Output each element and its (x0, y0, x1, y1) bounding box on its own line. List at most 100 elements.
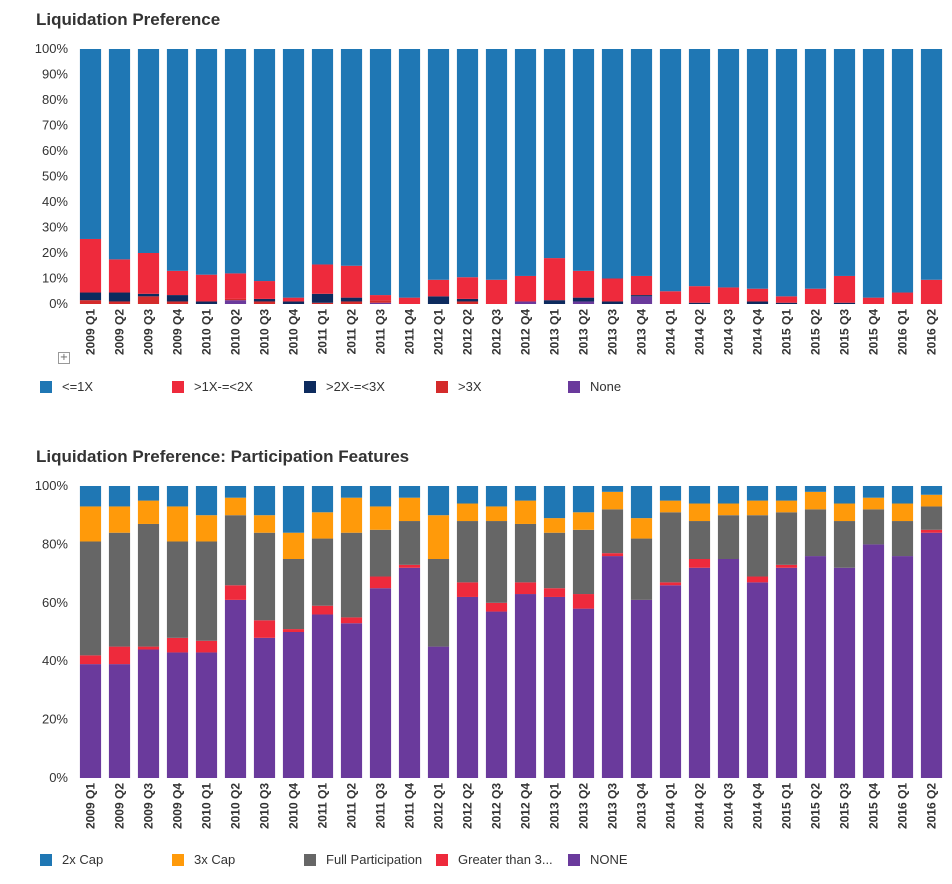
bar-segment-1x-2x[interactable] (862, 297, 885, 304)
bar-segment-1x-2x[interactable] (601, 278, 624, 302)
bar-segment-full-participation[interactable] (862, 509, 885, 545)
bar-segment-1x[interactable] (253, 49, 276, 282)
bar-segment-none[interactable] (804, 556, 827, 778)
bar-segment-full-participation[interactable] (920, 506, 943, 530)
bar-segment-full-participation[interactable] (108, 532, 131, 647)
bar-segment-1x-2x[interactable] (253, 281, 276, 299)
bar-segment-3x-cap[interactable] (775, 500, 798, 513)
bar-segment-3x-cap[interactable] (311, 512, 334, 539)
bar-segment-3x[interactable] (456, 301, 479, 304)
bar-segment-2x-cap[interactable] (688, 486, 711, 504)
bar-segment-full-participation[interactable] (601, 509, 624, 554)
bar-segment-1x-2x[interactable] (572, 270, 595, 298)
bar-segment-none[interactable] (630, 296, 653, 304)
bar-segment-1x[interactable] (543, 49, 566, 259)
bar-segment-1x[interactable] (891, 49, 914, 293)
bar-segment-2x-3x[interactable] (630, 295, 653, 297)
bar-segment-2x-cap[interactable] (804, 486, 827, 492)
bar-segment-full-participation[interactable] (717, 515, 740, 559)
bar-segment-greater-than-3[interactable] (456, 582, 479, 597)
bar-segment-2x-3x[interactable] (79, 292, 102, 301)
bar-segment-greater-than-3[interactable] (572, 594, 595, 609)
bar-segment-2x-cap[interactable] (79, 486, 102, 507)
bar-segment-none[interactable] (688, 567, 711, 778)
bar-segment-full-participation[interactable] (340, 532, 363, 618)
bar-segment-none[interactable] (282, 632, 305, 778)
bar-segment-greater-than-3[interactable] (282, 629, 305, 632)
bar-segment-greater-than-3[interactable] (166, 637, 189, 653)
bar-segment-1x[interactable] (862, 49, 885, 298)
bar-segment-3x-cap[interactable] (137, 500, 160, 524)
bar-segment-full-participation[interactable] (775, 512, 798, 565)
bar-segment-full-participation[interactable] (630, 538, 653, 600)
bar-segment-1x[interactable] (282, 49, 305, 298)
bar-segment-1x-2x[interactable] (282, 297, 305, 302)
bar-segment-2x-cap[interactable] (920, 486, 943, 495)
bar-segment-none[interactable] (79, 664, 102, 778)
bar-segment-1x[interactable] (485, 49, 508, 280)
bar-segment-full-participation[interactable] (398, 521, 421, 565)
bar-segment-greater-than-3[interactable] (746, 576, 769, 583)
bar-segment-3x-cap[interactable] (253, 515, 276, 533)
bar-segment-none[interactable] (224, 599, 247, 778)
bar-segment-full-participation[interactable] (485, 521, 508, 603)
bar-segment-3x[interactable] (79, 300, 102, 304)
bar-segment-1x[interactable] (166, 49, 189, 271)
bar-segment-2x-cap[interactable] (456, 486, 479, 504)
bar-segment-greater-than-3[interactable] (253, 620, 276, 638)
bar-segment-1x-2x[interactable] (746, 288, 769, 302)
bar-segment-1x[interactable] (833, 49, 856, 276)
bar-segment-3x[interactable] (166, 301, 189, 304)
bar-segment-2x-cap[interactable] (137, 486, 160, 501)
bar-segment-2x-3x[interactable] (108, 292, 131, 302)
bar-segment-1x-2x[interactable] (775, 296, 798, 303)
bar-segment-2x-3x[interactable] (166, 295, 189, 302)
bar-segment-1x[interactable] (688, 49, 711, 287)
bar-segment-2x-cap[interactable] (775, 486, 798, 501)
bar-segment-3x-cap[interactable] (166, 506, 189, 542)
bar-segment-1x-2x[interactable] (514, 275, 537, 302)
bar-segment-greater-than-3[interactable] (108, 646, 131, 665)
bar-segment-2x-cap[interactable] (108, 486, 131, 507)
legend-item-none[interactable]: NONE (568, 852, 700, 867)
bar-segment-none[interactable] (630, 599, 653, 778)
bar-segment-full-participation[interactable] (543, 532, 566, 589)
bar-segment-2x-3x[interactable] (427, 296, 450, 304)
bar-segment-3x-cap[interactable] (833, 503, 856, 522)
bar-segment-1x-2x[interactable] (485, 279, 508, 304)
bar-segment-3x-cap[interactable] (891, 503, 914, 522)
bar-segment-full-participation[interactable] (79, 541, 102, 656)
bar-segment-3x-cap[interactable] (369, 506, 392, 530)
bar-segment-2x-3x[interactable] (282, 301, 305, 304)
bar-segment-3x-cap[interactable] (456, 503, 479, 522)
bar-segment-3x-cap[interactable] (543, 518, 566, 533)
bar-segment-1x-2x[interactable] (804, 288, 827, 304)
bar-segment-1x[interactable] (746, 49, 769, 289)
bar-segment-none[interactable] (514, 594, 537, 778)
bar-segment-full-participation[interactable] (137, 523, 160, 647)
bar-segment-3x[interactable] (340, 301, 363, 304)
bar-segment-3x[interactable] (108, 301, 131, 304)
bar-segment-2x-cap[interactable] (601, 486, 624, 492)
bar-segment-2x-cap[interactable] (369, 486, 392, 507)
bar-segment-2x-cap[interactable] (514, 486, 537, 501)
legend-item-1x-2x[interactable]: >1X-=<2X (172, 379, 304, 394)
bar-segment-1x[interactable] (804, 49, 827, 289)
bar-segment-1x-2x[interactable] (369, 295, 392, 301)
bar-segment-none[interactable] (572, 301, 595, 304)
bar-segment-2x-3x[interactable] (340, 297, 363, 302)
bar-segment-3x-cap[interactable] (398, 497, 421, 522)
bar-segment-1x[interactable] (659, 49, 682, 292)
bar-segment-1x[interactable] (775, 49, 798, 297)
bar-segment-greater-than-3[interactable] (775, 564, 798, 568)
bar-segment-1x-2x[interactable] (311, 264, 334, 294)
bar-segment-3x-cap[interactable] (804, 491, 827, 510)
bar-segment-2x-cap[interactable] (427, 486, 450, 516)
bar-segment-1x[interactable] (79, 49, 102, 239)
bar-segment-1x-2x[interactable] (427, 279, 450, 297)
bar-segment-3x-cap[interactable] (79, 506, 102, 542)
bar-segment-2x-cap[interactable] (833, 486, 856, 504)
bar-segment-2x-cap[interactable] (398, 486, 421, 498)
bar-segment-3x-cap[interactable] (340, 497, 363, 533)
bar-segment-full-participation[interactable] (833, 521, 856, 568)
